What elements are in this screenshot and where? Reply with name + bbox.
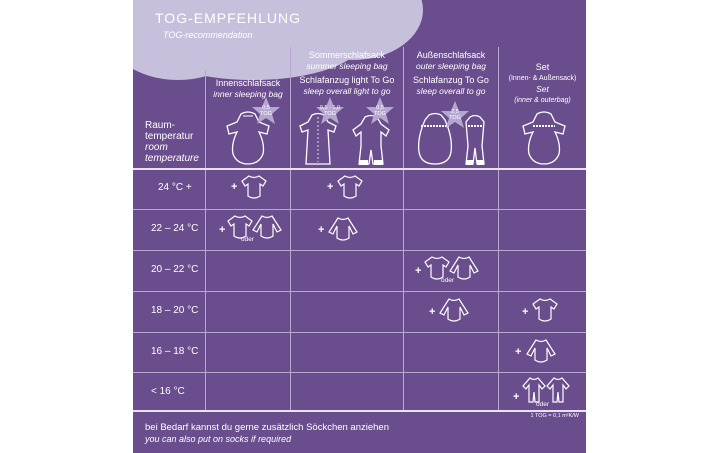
long-sleeve-body-icon xyxy=(328,217,358,241)
grid-vline-1 xyxy=(205,70,206,410)
long-sleeve-body-icon xyxy=(449,256,479,280)
column-label-de: Sommerschlafsack xyxy=(308,50,386,60)
grid-hline-4 xyxy=(133,332,586,333)
plus-sign: + xyxy=(327,181,334,193)
row-label-6: < 16 °C xyxy=(151,386,185,397)
footer-note-en: you can also put on socks if required xyxy=(145,434,292,444)
column-label-en: inner sleeping bag xyxy=(213,89,283,99)
column-label-de: Außenschlafsack xyxy=(416,50,486,60)
column-label-en2: sleep overall to go xyxy=(416,86,486,96)
tog-badge-2: 0,5 - 1,0 TOG xyxy=(316,105,344,117)
column-label-en-sub: (inner & outerbag) xyxy=(514,97,571,104)
tog-star-3-icon xyxy=(366,97,394,124)
tog-unit: TOG xyxy=(374,111,386,117)
tog-star-1-icon xyxy=(252,97,280,124)
column-header-inner: Innenschlafsack inner sleeping bag xyxy=(207,78,289,100)
sleeping-bag-set-icon xyxy=(522,111,566,165)
page-subtitle: TOG-recommendation xyxy=(163,30,253,40)
long-sleeve-body-icon xyxy=(439,298,469,322)
column-label-en: outer sleeping bag xyxy=(416,61,486,71)
short-sleeve-body-icon xyxy=(227,215,253,239)
tog-value: 2,5 xyxy=(451,109,459,115)
tog-value: 0,5 - 1,0 xyxy=(319,105,341,111)
or-label: oder xyxy=(441,277,455,284)
or-label: oder xyxy=(536,401,550,408)
row-label-4: 18 – 20 °C xyxy=(151,305,199,316)
grid-vline-3 xyxy=(403,47,404,410)
column-label-de: Set xyxy=(535,62,550,72)
short-sleeve-body-icon xyxy=(241,175,267,199)
tog-unit: TOG xyxy=(324,111,336,117)
room-temperature-label: Raum- temperatur room temperature xyxy=(145,120,199,164)
inner-sleeping-bag-icon xyxy=(226,111,270,165)
sleep-overall-light-icon xyxy=(352,114,390,165)
short-sleeve-body-icon xyxy=(337,175,363,199)
grid-hline-2 xyxy=(133,250,586,251)
plus-sign: + xyxy=(318,224,325,236)
tog-unit-note: 1 TOG = 0,1 m²K/W xyxy=(530,413,579,419)
footer-divider xyxy=(133,410,586,412)
pajama-icon xyxy=(546,377,570,403)
row-label-1: 24 °C + xyxy=(158,182,192,193)
row-label-2: 22 – 24 °C xyxy=(151,223,199,234)
column-header-outer: Außenschlafsack outer sleeping bag Schla… xyxy=(404,50,498,97)
grid-hline-3 xyxy=(133,291,586,292)
row-header-de-1: Raum- xyxy=(145,120,176,131)
row-label-3: 20 – 22 °C xyxy=(151,264,199,275)
column-label-de-sub: (Innen- & Außensack) xyxy=(508,75,577,82)
short-sleeve-body-icon xyxy=(532,298,558,322)
plus-sign: + xyxy=(231,181,238,193)
column-label-de: Innenschlafsack xyxy=(215,78,281,88)
tog-value: 0,5 xyxy=(262,105,270,111)
short-sleeve-body-icon xyxy=(424,256,450,280)
grid-hline-5 xyxy=(133,372,586,373)
tog-badge-3: 0,5 TOG xyxy=(366,105,394,117)
row-label-5: 16 – 18 °C xyxy=(151,346,199,357)
grid-vline-4 xyxy=(498,47,499,410)
pajama-icon xyxy=(522,377,546,403)
row-header-de-2: temperatur xyxy=(145,131,194,142)
tog-unit: TOG xyxy=(449,115,461,121)
cloud-decoration xyxy=(133,0,433,85)
plus-sign: + xyxy=(415,265,422,277)
tog-recommendation-chart: TOG-EMPFEHLUNG TOG-recommendation Innens… xyxy=(133,0,586,453)
grid-vline-2 xyxy=(290,47,291,410)
or-label: oder xyxy=(241,236,255,243)
column-label-en: summer sleeping bag xyxy=(306,61,388,71)
column-label-de2: Schlafanzug To Go xyxy=(413,75,489,85)
long-sleeve-body-icon xyxy=(252,215,282,239)
tog-star-4-icon xyxy=(441,101,469,128)
column-header-set: Set (Innen- & Außensack) Set (inner & ou… xyxy=(499,62,586,106)
row-header-en-2: temperature xyxy=(145,153,199,164)
page-title: TOG-EMPFEHLUNG xyxy=(155,10,301,26)
long-sleeve-body-icon xyxy=(526,339,556,363)
column-header-summer: Sommerschlafsack summer sleeping bag Sch… xyxy=(291,50,403,97)
column-label-en2: sleep overall light to go xyxy=(303,86,391,96)
grid-hline-1 xyxy=(133,209,586,210)
row-header-en-1: room xyxy=(145,142,168,153)
plus-sign: + xyxy=(515,346,522,358)
tog-badge-1: 0,5 TOG xyxy=(252,105,280,117)
sleep-overall-icon xyxy=(465,114,485,165)
outer-sleeping-bag-icon xyxy=(417,112,453,165)
plus-sign: + xyxy=(513,391,520,403)
tog-badge-4: 2,5 TOG xyxy=(441,109,469,121)
column-label-de2: Schlafanzug light To Go xyxy=(299,75,395,85)
footer-note-de: bei Bedarf kannst du gerne zusätzlich Sö… xyxy=(145,422,389,433)
plus-sign: + xyxy=(522,306,529,318)
tog-star-2-icon xyxy=(316,97,344,124)
plus-sign: + xyxy=(429,306,436,318)
tog-value: 0,5 xyxy=(376,105,384,111)
column-label-en: Set xyxy=(536,84,549,94)
header-divider xyxy=(133,168,586,170)
tog-unit: TOG xyxy=(260,111,272,117)
plus-sign: + xyxy=(219,224,226,236)
